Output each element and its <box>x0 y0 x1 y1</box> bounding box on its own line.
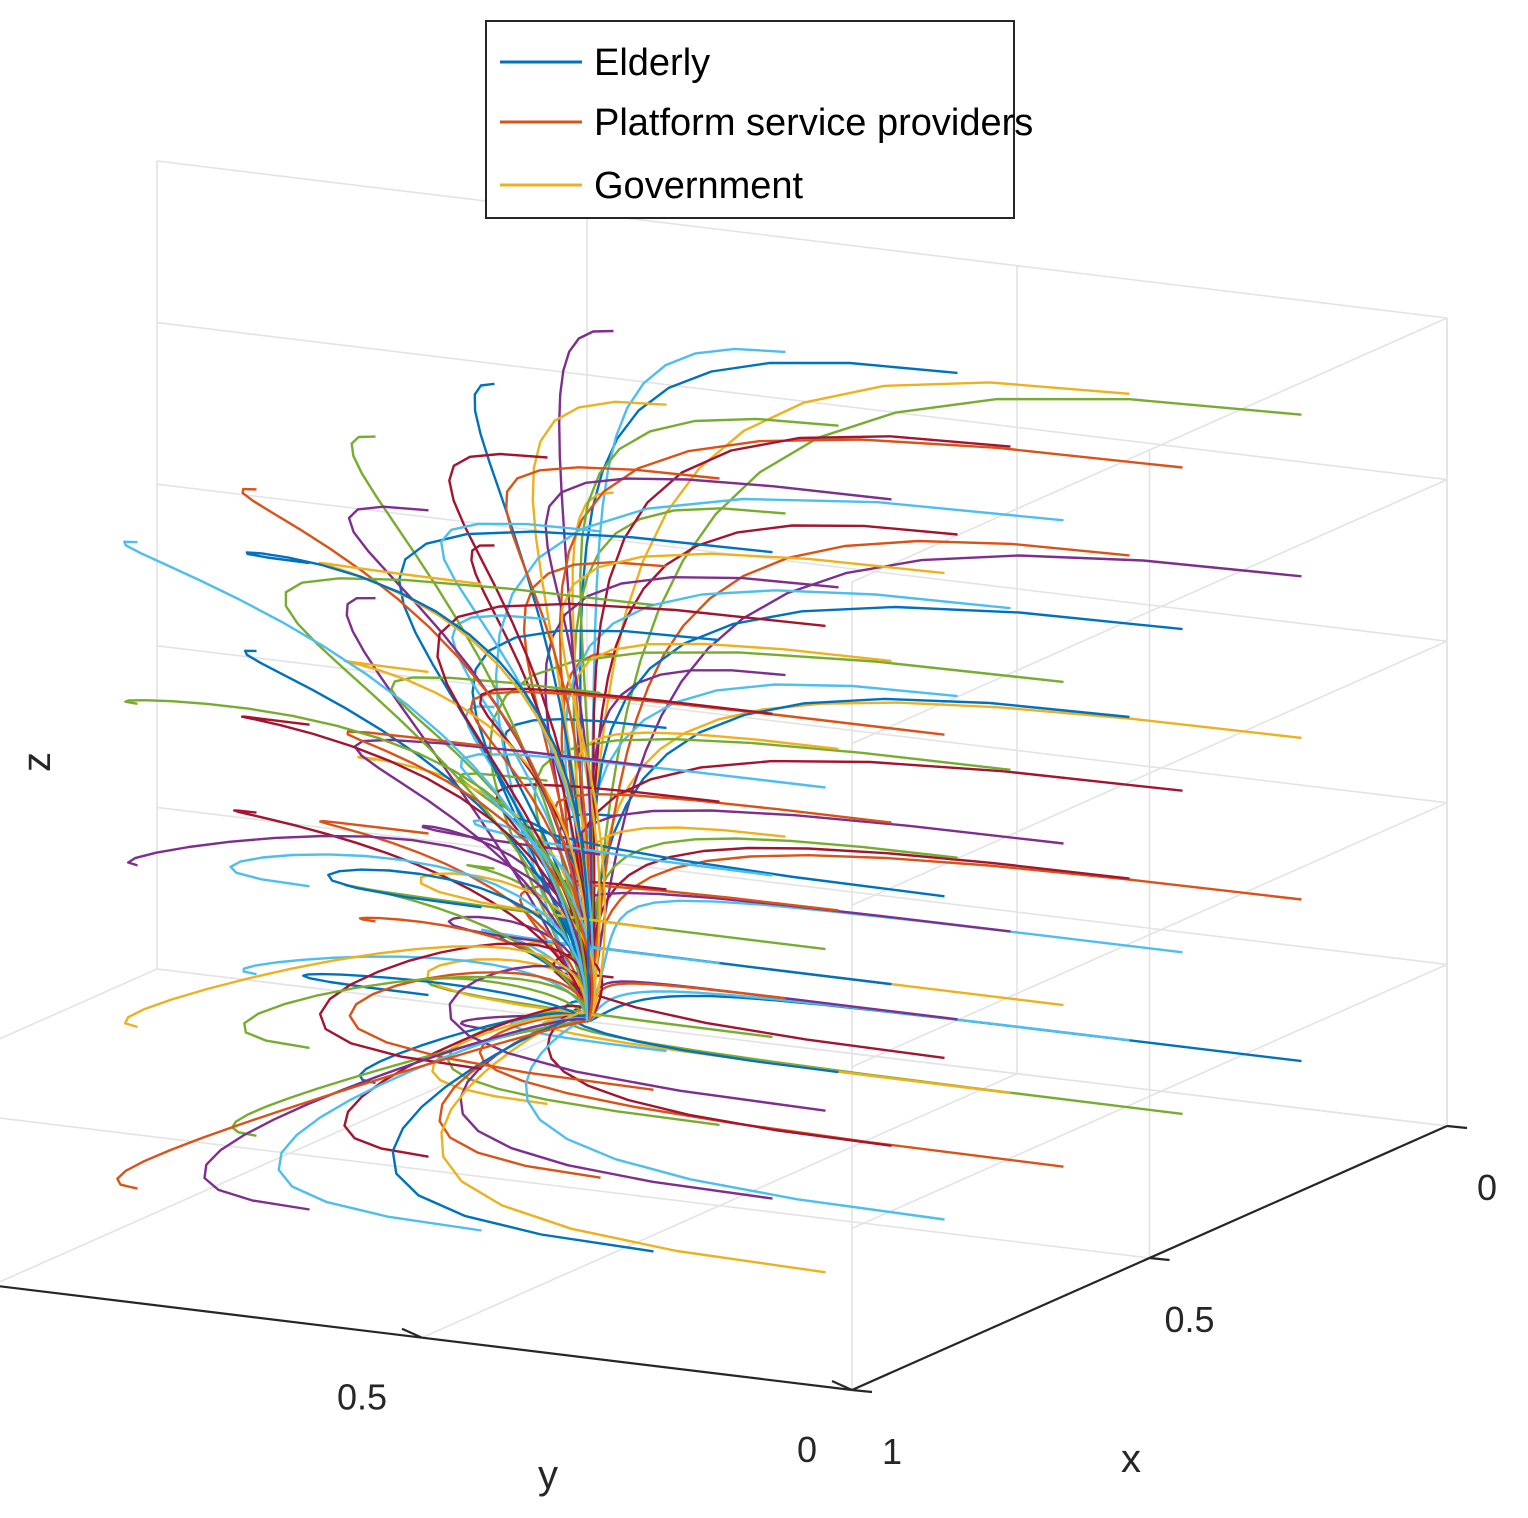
grid-line-yz-z <box>156 483 1448 642</box>
y-tick <box>831 1379 853 1392</box>
grid-line-yz-z <box>156 806 1448 966</box>
x-tick-label: 0.5 <box>1164 1299 1214 1340</box>
y-tick-label: 0 <box>797 1429 817 1470</box>
x-axis-title: x <box>1121 1437 1141 1481</box>
legend: Elderly Platform service providers Gover… <box>485 20 1033 219</box>
z-axis-title: z <box>15 752 59 772</box>
legend-label-elderly: Elderly <box>594 42 710 84</box>
x-tick <box>1149 1256 1170 1262</box>
axes <box>0 1124 1468 1394</box>
legend-label-government: Government <box>594 165 804 207</box>
y-axis-title: y <box>538 1453 558 1497</box>
grid-line-yz-z <box>156 321 1448 481</box>
grid-line-floor-x <box>0 1117 1150 1259</box>
trajectory-124 <box>123 540 589 1023</box>
y-tick-label: 0.5 <box>337 1377 387 1418</box>
x-tick-label: 0 <box>1477 1167 1497 1208</box>
x-tick <box>1446 1124 1468 1130</box>
legend-label-platform: Platform service providers <box>594 102 1033 144</box>
y-tick <box>401 1327 423 1339</box>
trajectory-120 <box>116 1020 589 1190</box>
x-tick <box>851 1388 873 1394</box>
trajectories <box>116 329 1302 1274</box>
x-tick-label: 1 <box>882 1431 902 1472</box>
grid-line-floor-y <box>421 1072 1018 1339</box>
grid-line-floor-y <box>0 968 158 1040</box>
tick-labels: 00.20.40.60.8100.511.500.51 <box>337 1167 1497 1472</box>
grid-line-yz-z <box>156 645 1448 804</box>
grid-line-yz-z <box>156 160 1448 319</box>
y-axis-line <box>0 1285 853 1392</box>
